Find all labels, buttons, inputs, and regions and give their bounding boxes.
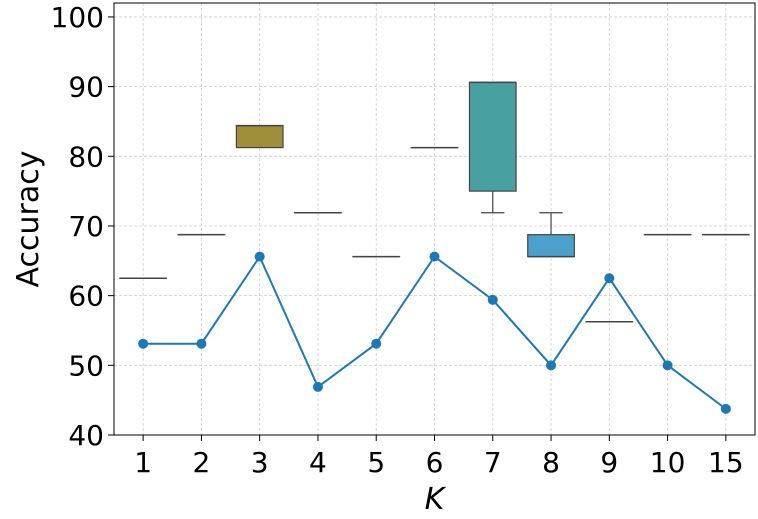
line-point-15 <box>720 403 731 414</box>
line-point-4 <box>312 381 323 392</box>
y-axis-ticks: 40 50 60 70 80 90 100 <box>51 1 114 452</box>
line-point-10 <box>662 360 673 371</box>
x-tick-label: 1 <box>134 446 152 479</box>
y-axis-label: Accuracy <box>11 151 46 288</box>
x-tick-label: 7 <box>484 446 502 479</box>
x-tick-label: 4 <box>309 446 327 479</box>
x-tick-label: 8 <box>542 446 560 479</box>
line-point-2 <box>196 338 207 349</box>
x-tick-label: 2 <box>192 446 210 479</box>
box-plot-7 <box>468 81 517 214</box>
box-body <box>468 81 517 192</box>
y-tick-label: 60 <box>68 280 104 313</box>
grid <box>114 3 755 436</box>
line-point-1 <box>138 338 149 349</box>
y-tick-label: 80 <box>68 140 104 173</box>
x-tick-label: 15 <box>708 446 744 479</box>
x-tick-label: 3 <box>251 446 269 479</box>
y-tick-label: 90 <box>68 71 104 104</box>
line-point-6 <box>429 251 440 262</box>
x-tick-label: 5 <box>367 446 385 479</box>
y-tick-label: 50 <box>68 349 104 382</box>
x-tick-label: 9 <box>600 446 618 479</box>
box-plot-8 <box>527 212 575 258</box>
line-point-8 <box>546 360 557 371</box>
line-point-9 <box>604 273 615 284</box>
x-tick-label: 6 <box>426 446 444 479</box>
box-body <box>527 234 575 258</box>
x-axis-ticks: 1 2 3 4 5 6 7 8 9 10 15 <box>134 435 744 479</box>
x-axis-label: K <box>425 482 447 517</box>
box-body <box>235 125 284 149</box>
y-tick-label: 40 <box>68 419 104 452</box>
box-plots <box>119 81 750 323</box>
line-point-7 <box>487 294 498 305</box>
line-point-3 <box>254 251 265 262</box>
line-point-5 <box>371 338 382 349</box>
y-tick-label: 70 <box>68 210 104 243</box>
accuracy-line-series <box>138 251 731 414</box>
y-tick-label: 100 <box>51 1 104 34</box>
box-plot-3 <box>235 124 284 149</box>
x-tick-label: 10 <box>650 446 686 479</box>
